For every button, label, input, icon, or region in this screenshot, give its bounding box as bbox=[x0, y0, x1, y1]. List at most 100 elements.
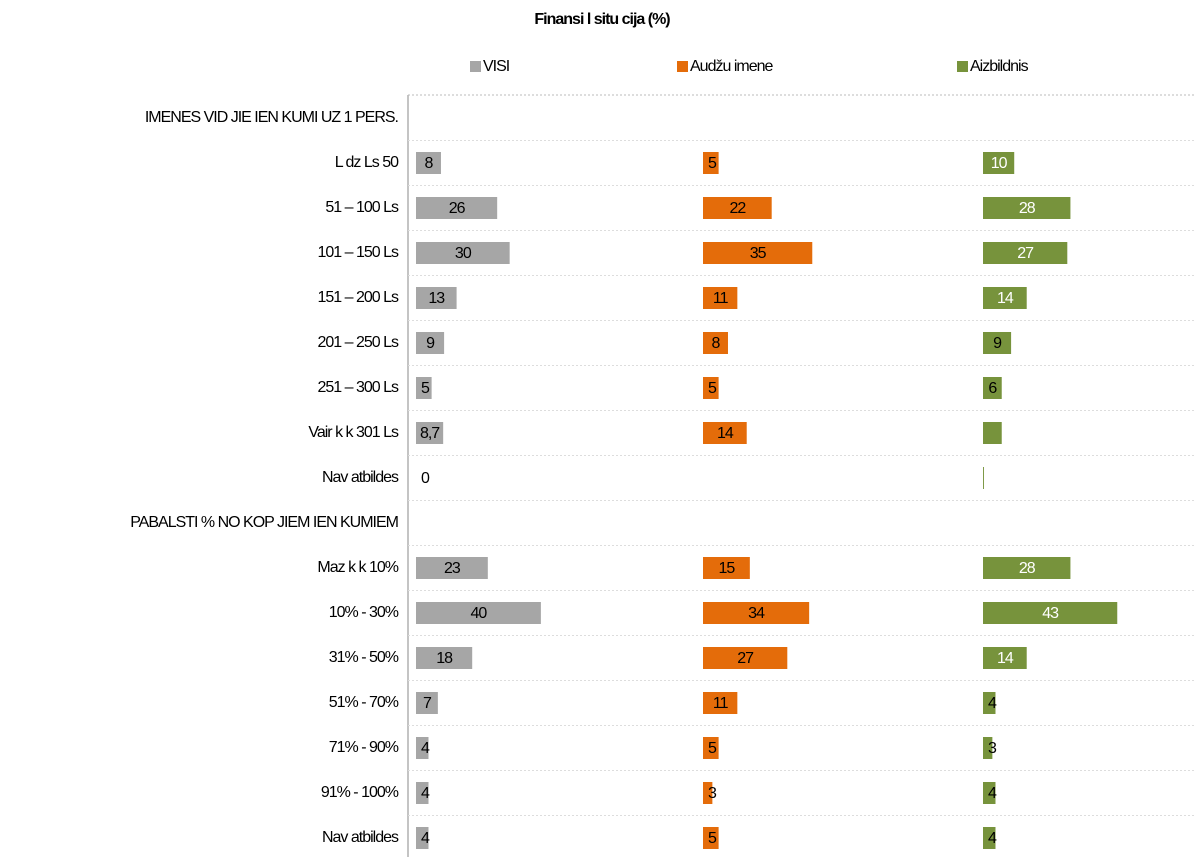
value-label: 27 bbox=[737, 650, 754, 667]
value-label: 3 bbox=[708, 785, 717, 802]
value-label: 26 bbox=[449, 200, 466, 217]
bar bbox=[416, 377, 432, 399]
y-tick-label: 31% - 50% bbox=[329, 649, 399, 666]
bar bbox=[983, 332, 1012, 354]
value-label: 30 bbox=[455, 245, 472, 262]
legend-label: VISI bbox=[483, 58, 509, 75]
legend-swatch bbox=[677, 61, 688, 72]
y-tick-label: 71% - 90% bbox=[329, 739, 399, 756]
value-label: 14 bbox=[997, 290, 1014, 307]
value-label: 6 bbox=[988, 380, 997, 397]
value-label: 13 bbox=[428, 290, 445, 307]
bar bbox=[703, 602, 810, 624]
legend-label: Audžu imene bbox=[690, 58, 773, 75]
value-label: 5 bbox=[708, 830, 717, 847]
value-label: 9 bbox=[993, 335, 1002, 352]
y-tick-label: 101 – 150 Ls bbox=[317, 244, 399, 261]
y-tick-label: Maz k k 10% bbox=[317, 559, 398, 576]
bar bbox=[703, 287, 738, 309]
bar bbox=[416, 602, 541, 624]
value-label: 23 bbox=[444, 560, 461, 577]
bar bbox=[416, 422, 444, 444]
value-label: 3 bbox=[988, 740, 997, 757]
value-label: 43 bbox=[1042, 605, 1059, 622]
bar bbox=[416, 647, 473, 669]
bar bbox=[416, 827, 429, 849]
bar bbox=[703, 377, 719, 399]
bar bbox=[983, 782, 996, 804]
legend-swatch bbox=[957, 61, 968, 72]
value-label: 18 bbox=[436, 650, 453, 667]
value-label: 34 bbox=[748, 605, 765, 622]
value-label: 4 bbox=[421, 785, 430, 802]
value-label: 35 bbox=[750, 245, 767, 262]
y-tick-label: Vair k k 301 Ls bbox=[308, 424, 399, 441]
y-tick-label: L dz Ls 50 bbox=[335, 154, 399, 171]
value-label: 22 bbox=[729, 200, 746, 217]
bar bbox=[983, 242, 1068, 264]
value-label: 7 bbox=[423, 695, 432, 712]
value-label: 4 bbox=[988, 785, 997, 802]
y-tick-label: IMENES VID JIE IEN KUMI UZ 1 PERS. bbox=[145, 109, 398, 126]
bar bbox=[983, 827, 996, 849]
bar bbox=[703, 782, 713, 804]
bar bbox=[703, 197, 772, 219]
y-tick-label: 201 – 250 Ls bbox=[317, 334, 399, 351]
y-tick-label: PABALSTI % NO KOP JIEM IEN KUMIEM bbox=[130, 514, 398, 531]
value-label: 11 bbox=[713, 290, 729, 307]
y-tick-label: 151 – 200 Ls bbox=[317, 289, 399, 306]
bar bbox=[983, 467, 984, 489]
bar bbox=[983, 197, 1071, 219]
value-label: 8,7 bbox=[420, 425, 440, 442]
bar bbox=[983, 287, 1027, 309]
bar bbox=[703, 242, 813, 264]
legend-swatch bbox=[470, 61, 481, 72]
bar bbox=[983, 557, 1071, 579]
bar bbox=[416, 692, 438, 714]
value-label: 4 bbox=[988, 695, 997, 712]
y-tick-label: Nav atbildes bbox=[322, 829, 399, 846]
bar bbox=[416, 242, 510, 264]
value-label: 5 bbox=[708, 155, 717, 172]
value-label: 14 bbox=[717, 425, 734, 442]
legend-label: Aizbildnis bbox=[970, 58, 1029, 75]
bar bbox=[703, 647, 788, 669]
value-label: 8 bbox=[425, 155, 434, 172]
bar bbox=[983, 737, 993, 759]
bar bbox=[703, 737, 719, 759]
bar bbox=[416, 197, 498, 219]
bar bbox=[983, 602, 1118, 624]
bar bbox=[416, 782, 429, 804]
bar bbox=[983, 152, 1015, 174]
bar bbox=[416, 287, 457, 309]
y-tick-label: Nav atbildes bbox=[322, 469, 399, 486]
value-label: 5 bbox=[708, 740, 717, 757]
y-tick-label: 251 – 300 Ls bbox=[317, 379, 399, 396]
bar bbox=[416, 152, 441, 174]
value-label: 5 bbox=[708, 380, 717, 397]
value-label: 28 bbox=[1019, 560, 1036, 577]
value-label: 4 bbox=[421, 740, 430, 757]
value-label: 8 bbox=[712, 335, 721, 352]
bar bbox=[703, 422, 747, 444]
value-label: 15 bbox=[719, 560, 736, 577]
value-label: 27 bbox=[1017, 245, 1034, 262]
value-label: 14 bbox=[997, 650, 1014, 667]
value-label: 28 bbox=[1019, 200, 1036, 217]
bar bbox=[416, 737, 429, 759]
value-label: 40 bbox=[471, 605, 488, 622]
chart-title: Finansi l situ cija (%) bbox=[534, 11, 670, 28]
bar bbox=[416, 332, 445, 354]
value-label: 5 bbox=[421, 380, 430, 397]
value-label: 4 bbox=[988, 830, 997, 847]
y-tick-label: 91% - 100% bbox=[321, 784, 399, 801]
value-label: 0 bbox=[421, 470, 430, 487]
value-label: 10 bbox=[991, 155, 1008, 172]
value-label: 9 bbox=[426, 335, 435, 352]
bar bbox=[703, 692, 738, 714]
bar bbox=[703, 152, 719, 174]
bar bbox=[983, 647, 1027, 669]
bar bbox=[703, 827, 719, 849]
bar bbox=[983, 422, 1002, 444]
bar bbox=[703, 557, 750, 579]
